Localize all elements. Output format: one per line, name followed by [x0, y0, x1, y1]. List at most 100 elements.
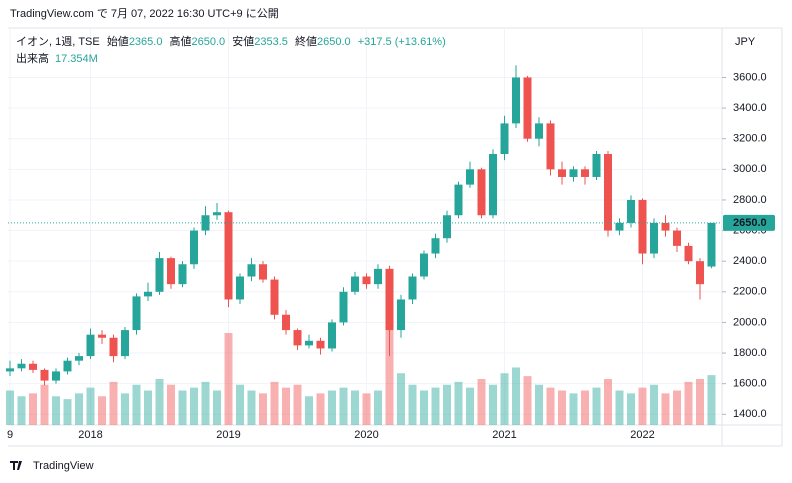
candle-body — [86, 334, 95, 357]
volume-bar — [75, 393, 83, 425]
last-price-label: 2650.0 — [733, 217, 767, 229]
volume-bar — [512, 367, 520, 425]
candle-body — [477, 169, 486, 216]
volume-bar — [201, 381, 210, 425]
y-tick-label: 1800.0 — [733, 347, 767, 359]
candle-body — [305, 340, 313, 346]
volume-bar — [581, 390, 589, 425]
volume-bar — [167, 384, 175, 425]
candle-body — [604, 154, 612, 231]
volume-bar — [592, 387, 601, 425]
candle-body — [52, 371, 60, 381]
close-value: 2650.0 — [317, 36, 351, 48]
volume-bar — [247, 390, 256, 425]
currency: JPY — [735, 36, 756, 48]
volume-legend: 出来高 17.354M — [16, 51, 98, 65]
volume-bar — [121, 393, 129, 425]
volume-bar — [224, 333, 233, 425]
last-price-tag — [723, 214, 775, 231]
candle-body — [374, 268, 382, 285]
low-value: 2353.5 — [254, 36, 288, 48]
candle-body — [109, 337, 118, 357]
volume-bar — [17, 396, 26, 425]
candle-body — [201, 215, 210, 231]
x-tick-label: 2018 — [78, 429, 102, 441]
volume-bar — [673, 390, 681, 425]
candle-body — [121, 330, 129, 357]
candle-body — [385, 268, 394, 331]
candle-body — [707, 222, 716, 267]
volume-bar — [408, 384, 417, 425]
candle-body — [270, 279, 279, 315]
volume-bar — [86, 387, 95, 425]
symbol: イオン, 1週, TSE — [16, 35, 100, 48]
candle-body — [673, 230, 681, 246]
candle-body — [581, 169, 589, 177]
y-tick-label: 2800.0 — [733, 194, 767, 206]
candle-body — [339, 291, 348, 323]
candle-body — [615, 222, 624, 231]
candle-body — [558, 169, 566, 177]
volume-bar — [374, 390, 382, 425]
candle-body — [431, 238, 440, 254]
candle-body — [420, 253, 428, 277]
legend: イオン, 1週, TSE 始値2365.0 高値2650.0 安値2353.5 … — [16, 34, 446, 48]
candle-body — [684, 245, 693, 262]
volume-bar — [213, 390, 221, 425]
volume-bar — [305, 396, 313, 425]
candle-body — [75, 356, 83, 361]
y-tick-label: 2000.0 — [733, 316, 767, 328]
candle-body — [236, 276, 244, 300]
volume-bar — [431, 387, 440, 425]
volume-value: 17.354M — [55, 53, 98, 65]
candle-body — [282, 314, 290, 331]
volume-bar — [569, 393, 578, 425]
volume-bar — [558, 390, 566, 425]
candle-body — [40, 369, 49, 381]
x-tick-label: 2021 — [492, 429, 516, 441]
volume-bar — [397, 373, 405, 425]
candle-body — [132, 296, 141, 331]
volume-bar — [316, 393, 325, 425]
volume-bar — [420, 390, 428, 425]
volume-bar — [627, 393, 635, 425]
open-value: 2365.0 — [129, 36, 163, 48]
candle-body — [638, 199, 647, 254]
x-tick-label: 2022 — [630, 429, 654, 441]
candle-body — [29, 363, 37, 370]
volume-bar — [466, 387, 474, 425]
volume-bar — [339, 387, 348, 425]
volume-bar — [650, 384, 658, 425]
candle-body — [512, 77, 520, 124]
volume-bar — [454, 381, 463, 425]
volume-bar — [696, 379, 704, 425]
volume-bar — [477, 379, 486, 425]
candle-body — [98, 334, 106, 338]
candle-body — [328, 322, 336, 349]
close-label: 終値 — [295, 34, 317, 48]
volume-bar — [293, 384, 302, 425]
change: +317.5 (+13.61%) — [358, 36, 446, 48]
y-tick-label: 1600.0 — [733, 378, 767, 390]
candle-body — [535, 123, 543, 139]
candle-body — [569, 169, 578, 177]
candle-body — [500, 123, 509, 155]
volume-bar — [6, 390, 14, 425]
volume-bar — [443, 384, 451, 425]
volume-bar — [98, 396, 106, 425]
candle-body — [224, 212, 233, 300]
candle-body — [293, 330, 302, 346]
volume-label: 出来高 — [16, 51, 49, 65]
candle-body — [144, 291, 152, 297]
volume-bar — [178, 390, 187, 425]
candle-body — [650, 222, 658, 254]
candle-body — [454, 184, 463, 216]
volume-bar — [40, 384, 49, 425]
footer-brand: TradingView — [33, 460, 94, 472]
volume-bar — [684, 381, 693, 425]
volume-bar — [385, 315, 394, 425]
volume-bar — [604, 379, 612, 425]
open-label: 始値 — [107, 34, 129, 48]
volume-bar — [661, 393, 670, 425]
